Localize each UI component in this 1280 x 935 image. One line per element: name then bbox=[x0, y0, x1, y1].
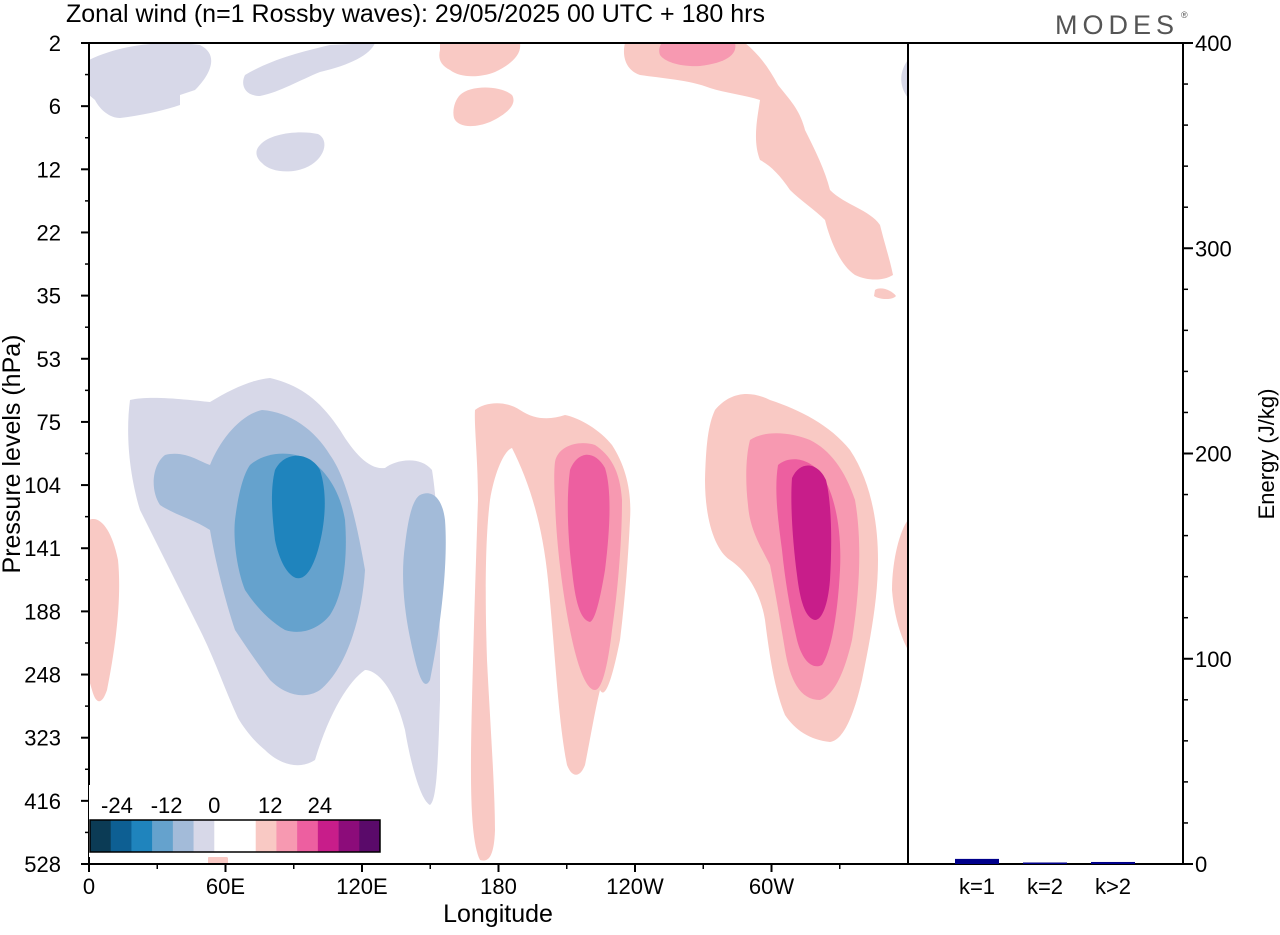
contour-positive-top-blob bbox=[453, 87, 514, 127]
x-tick-label: 60E bbox=[206, 874, 245, 899]
energy-tick-label: 400 bbox=[1195, 31, 1232, 56]
colorbar-swatch bbox=[214, 820, 236, 852]
logo-registered-mark: ® bbox=[1181, 10, 1188, 20]
y-tick-label: 6 bbox=[49, 94, 61, 119]
colorbar-swatch bbox=[317, 820, 339, 852]
energy-tick-label: 0 bbox=[1195, 852, 1207, 877]
x-tick-label: 120W bbox=[606, 874, 664, 899]
contour-positive-small-dot bbox=[874, 288, 896, 299]
longitude-axis: 0 60E 120E 180 120W 60W bbox=[83, 864, 841, 899]
colorbar-tick-label: 0 bbox=[208, 793, 220, 818]
colorbar-swatch bbox=[90, 820, 112, 852]
contour-positive-top-left bbox=[439, 43, 521, 77]
colorbar: -24 -12 0 12 24 bbox=[89, 785, 382, 857]
x-axis-label: Longitude bbox=[443, 900, 553, 928]
colorbar-swatch bbox=[172, 820, 194, 852]
x-tick-label: 60W bbox=[749, 874, 794, 899]
y-tick-label: 35 bbox=[37, 284, 61, 309]
contour-negative-edge bbox=[901, 60, 908, 98]
energy-tick-label: 100 bbox=[1195, 647, 1232, 672]
y-tick-label: 323 bbox=[24, 726, 61, 751]
y-tick-label: 141 bbox=[24, 536, 61, 561]
colorbar-swatch bbox=[255, 820, 277, 852]
y-tick-label: 188 bbox=[24, 599, 61, 624]
modes-logo: MODES bbox=[1055, 10, 1179, 40]
colorbar-swatch bbox=[276, 820, 298, 852]
chart-title: Zonal wind (n=1 Rossby waves): 29/05/202… bbox=[66, 0, 765, 28]
energy-category-label: k=1 bbox=[959, 874, 995, 899]
colorbar-swatch bbox=[297, 820, 319, 852]
contour-negative-secondary-10 bbox=[403, 493, 446, 684]
contour-positive-a-15 bbox=[567, 454, 610, 622]
x-tick-label: 120E bbox=[336, 874, 387, 899]
y-tick-label: 53 bbox=[37, 347, 61, 372]
y-tick-label: 2 bbox=[49, 31, 61, 56]
energy-tick-label: 300 bbox=[1195, 236, 1232, 261]
contour-positive-b-20 bbox=[791, 465, 832, 620]
colorbar-swatch bbox=[338, 820, 360, 852]
y-tick-label: 248 bbox=[24, 663, 61, 688]
y-tick-label: 528 bbox=[24, 852, 61, 877]
y-tick-label: 12 bbox=[37, 157, 61, 182]
y-tick-label: 104 bbox=[24, 473, 61, 498]
colorbar-swatch bbox=[152, 820, 174, 852]
energy-bar bbox=[1023, 862, 1067, 864]
contour-positive-left-edge bbox=[89, 519, 120, 702]
energy-category-label: k=2 bbox=[1027, 874, 1063, 899]
contour-positive-top-right bbox=[623, 43, 893, 280]
energy-panel-frame bbox=[907, 42, 1184, 865]
energy-tick-label: 200 bbox=[1195, 442, 1232, 467]
colorbar-tick-label: -24 bbox=[101, 793, 133, 818]
energy-bars: k=1 k=2 k>2 bbox=[955, 858, 1135, 899]
contour-field bbox=[89, 43, 908, 864]
y-tick-label: 22 bbox=[37, 220, 61, 245]
contour-negative-main-20 bbox=[271, 455, 325, 579]
contour-positive-top-right-10 bbox=[659, 43, 736, 67]
y-tick-label: 416 bbox=[24, 789, 61, 814]
colorbar-frame bbox=[89, 819, 381, 853]
energy-bar bbox=[1091, 861, 1135, 864]
x-tick-label: 180 bbox=[480, 874, 517, 899]
x-tick-label: 0 bbox=[83, 874, 95, 899]
colorbar-swatch bbox=[359, 820, 381, 852]
pressure-axis: 2 6 12 22 35 53 75 104 141 188 248 323 416 528 bbox=[24, 31, 89, 877]
colorbar-swatch bbox=[131, 820, 153, 852]
contour-negative-top-mid bbox=[243, 43, 375, 96]
contour-negative-top-left bbox=[89, 43, 212, 118]
energy-axis-label: Energy (J/kg) bbox=[1254, 389, 1279, 520]
colorbar-tick-label: 12 bbox=[258, 793, 282, 818]
contour-positive-right-edge bbox=[892, 520, 908, 650]
y-tick-label: 75 bbox=[37, 410, 61, 435]
colorbar-swatch bbox=[235, 820, 257, 852]
energy-bar bbox=[955, 858, 999, 864]
contour-negative-upper-blob bbox=[256, 132, 325, 172]
colorbar-swatch bbox=[110, 820, 132, 852]
energy-axis: 0 100 200 300 400 bbox=[1183, 31, 1232, 877]
y-axis-label: Pressure levels (hPa) bbox=[0, 335, 26, 574]
energy-category-label: k>2 bbox=[1095, 874, 1131, 899]
colorbar-tick-label: -12 bbox=[151, 793, 183, 818]
colorbar-tick-label: 24 bbox=[308, 793, 332, 818]
colorbar-swatch bbox=[193, 820, 215, 852]
